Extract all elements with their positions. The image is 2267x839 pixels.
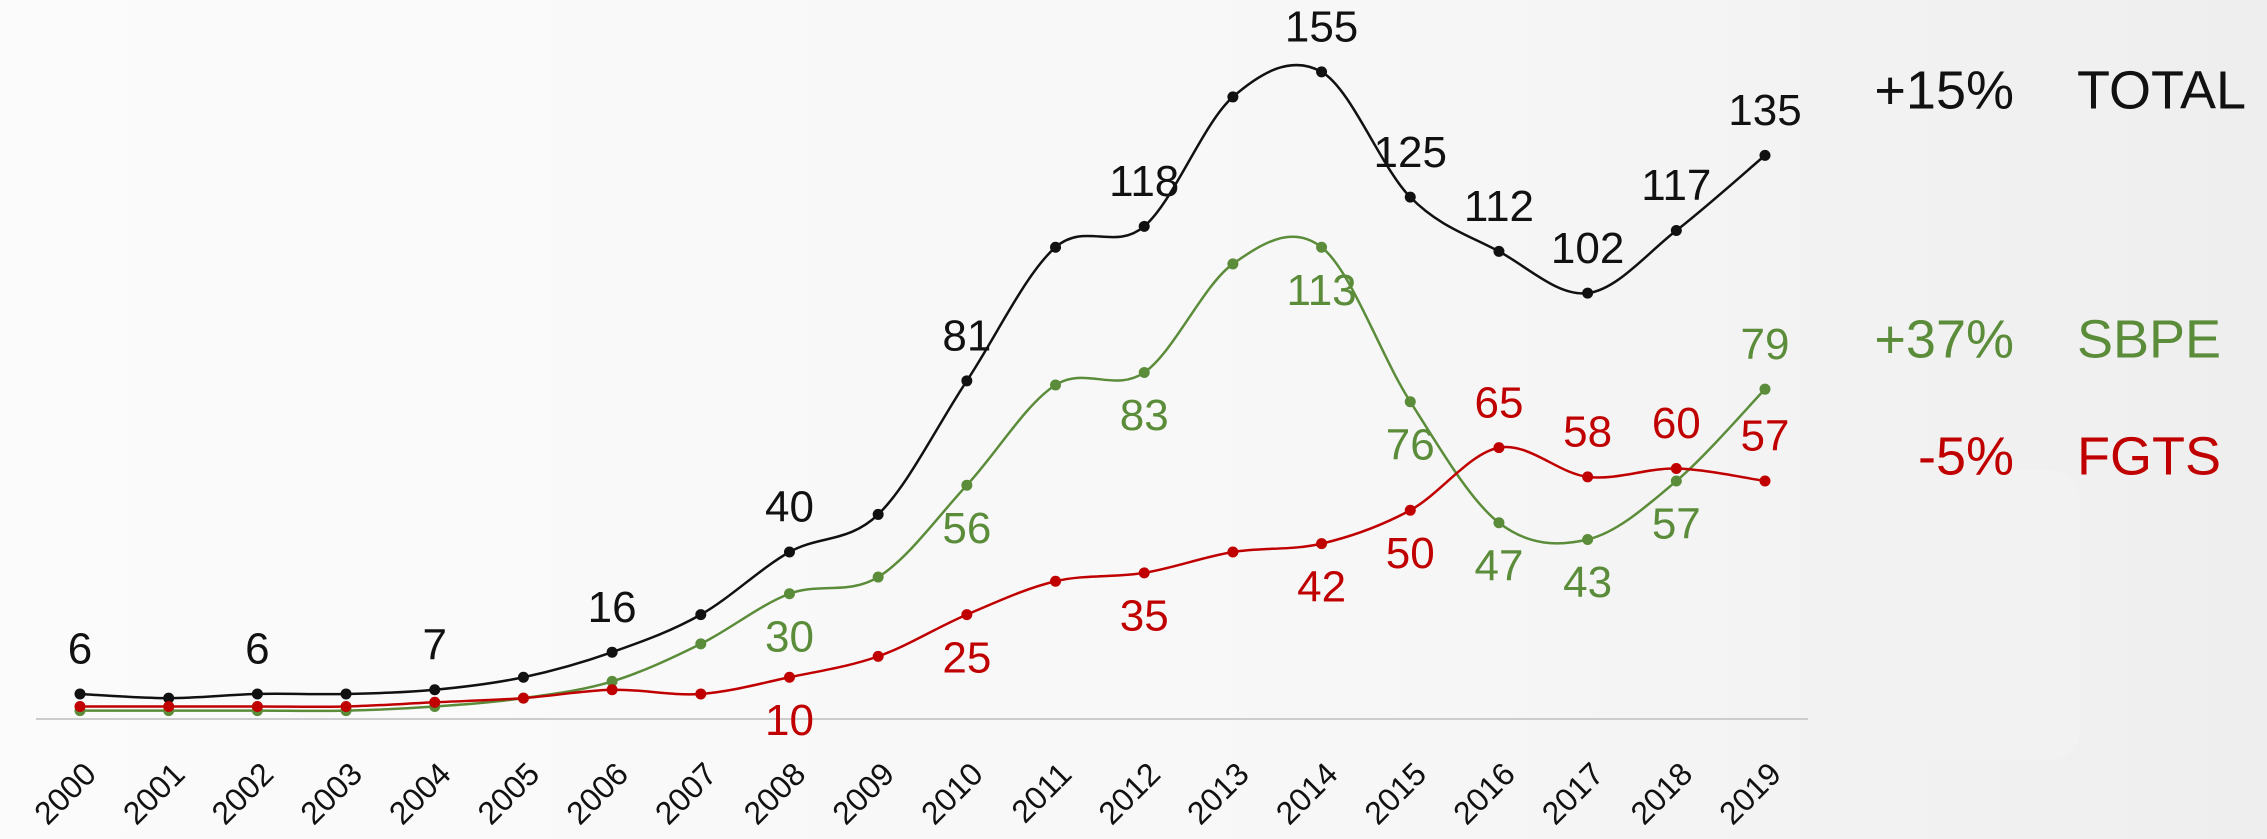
data-point — [784, 672, 795, 683]
data-point — [1405, 505, 1416, 516]
data-point — [961, 375, 972, 386]
data-point — [1227, 258, 1238, 269]
data-label: 76 — [1386, 420, 1435, 469]
data-label: 83 — [1120, 391, 1169, 440]
data-label: 6 — [68, 625, 92, 674]
data-point — [1227, 547, 1238, 558]
data-point — [784, 588, 795, 599]
data-point — [1316, 538, 1327, 549]
data-label: 56 — [942, 504, 991, 553]
background-shape — [1880, 470, 2080, 760]
data-label: 58 — [1563, 407, 1612, 456]
data-label: 118 — [1109, 157, 1179, 206]
data-point — [1760, 476, 1771, 487]
data-point — [341, 688, 352, 699]
data-point — [341, 701, 352, 712]
data-point — [1227, 91, 1238, 102]
data-point — [607, 684, 618, 695]
data-point — [1582, 534, 1593, 545]
data-label: 60 — [1652, 399, 1701, 448]
legend-change: +15% — [1874, 60, 2014, 120]
data-point — [1050, 242, 1061, 253]
data-point — [1582, 471, 1593, 482]
data-point — [1405, 192, 1416, 203]
data-label: 135 — [1728, 86, 1801, 135]
data-label: 117 — [1641, 161, 1711, 210]
data-label: 25 — [942, 633, 991, 682]
data-label: 40 — [765, 483, 814, 532]
data-label: 35 — [1120, 592, 1169, 641]
data-label: 10 — [765, 696, 814, 745]
data-point — [252, 701, 263, 712]
data-point — [695, 638, 706, 649]
data-point — [518, 693, 529, 704]
data-point — [1671, 476, 1682, 487]
data-label: 50 — [1386, 529, 1435, 578]
data-label: 30 — [765, 612, 814, 661]
data-point — [1493, 246, 1504, 257]
data-point — [1760, 384, 1771, 395]
data-point — [873, 651, 884, 662]
data-label: 6 — [245, 625, 269, 674]
chart: 2000200120022003200420052006200720082009… — [0, 0, 2267, 839]
data-label: 155 — [1285, 3, 1358, 52]
data-label: 112 — [1464, 182, 1534, 231]
data-label: 102 — [1551, 224, 1624, 273]
data-point — [1582, 288, 1593, 299]
data-point — [429, 697, 440, 708]
data-point — [1139, 221, 1150, 232]
data-point — [1493, 442, 1504, 453]
data-label: 81 — [942, 311, 991, 360]
data-point — [163, 701, 174, 712]
data-point — [873, 509, 884, 520]
data-label: 79 — [1741, 320, 1790, 369]
legend-change: -5% — [1918, 426, 2014, 486]
data-label: 16 — [588, 583, 637, 632]
data-point — [961, 480, 972, 491]
data-point — [252, 688, 263, 699]
data-point — [1139, 367, 1150, 378]
data-point — [429, 684, 440, 695]
data-point — [75, 701, 86, 712]
data-point — [518, 672, 529, 683]
page: 2000200120022003200420052006200720082009… — [0, 0, 2267, 839]
data-point — [1139, 567, 1150, 578]
data-point — [784, 547, 795, 558]
data-point — [1316, 242, 1327, 253]
data-point — [1760, 150, 1771, 161]
data-point — [1405, 396, 1416, 407]
data-label: 113 — [1287, 266, 1357, 315]
data-point — [873, 572, 884, 583]
data-label: 65 — [1474, 378, 1523, 427]
legend-name: TOTAL — [2077, 60, 2246, 120]
data-point — [695, 609, 706, 620]
data-point — [1493, 517, 1504, 528]
data-point — [1050, 380, 1061, 391]
legend-name: FGTS — [2077, 426, 2221, 486]
data-label: 125 — [1374, 128, 1447, 177]
data-label: 7 — [422, 620, 446, 669]
data-label: 43 — [1563, 558, 1612, 607]
data-point — [1050, 576, 1061, 587]
data-label: 57 — [1741, 412, 1790, 461]
data-point — [1671, 463, 1682, 474]
legend-name: SBPE — [2077, 309, 2221, 369]
data-point — [1671, 225, 1682, 236]
data-point — [695, 688, 706, 699]
data-point — [607, 647, 618, 658]
data-label: 57 — [1652, 500, 1701, 549]
data-point — [961, 609, 972, 620]
data-point — [75, 688, 86, 699]
data-label: 42 — [1297, 562, 1346, 611]
data-point — [1316, 66, 1327, 77]
legend-change: +37% — [1874, 309, 2014, 369]
data-label: 47 — [1474, 541, 1523, 590]
